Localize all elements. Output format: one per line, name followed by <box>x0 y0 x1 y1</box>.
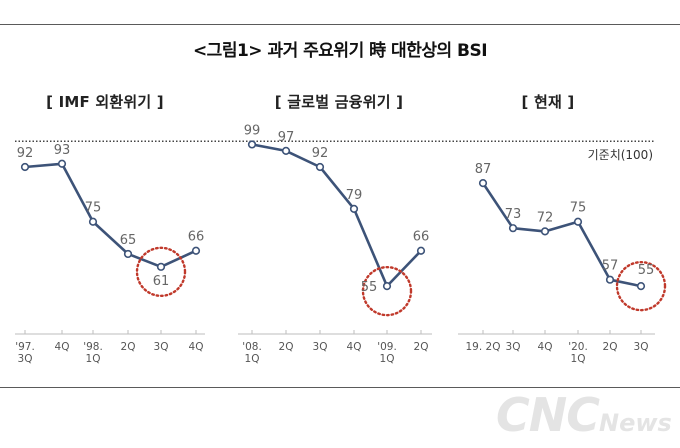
highlight-circle <box>615 260 667 312</box>
data-point <box>605 275 615 284</box>
data-point <box>57 159 67 168</box>
x-tick-label: 2Q <box>121 341 136 353</box>
x-tick-label: '98. 1Q <box>83 341 103 365</box>
highlight-circle <box>135 246 187 298</box>
x-tick-label: 2Q <box>279 341 294 353</box>
series-line <box>24 162 197 269</box>
data-point <box>123 249 133 259</box>
data-label: 87 <box>475 162 492 177</box>
figure-title: <그림1> 과거 주요위기 時 대한상의 BSI <box>192 41 488 61</box>
data-point <box>315 162 325 172</box>
x-tick-label: 19. 2Q <box>466 341 501 353</box>
data-point <box>382 282 392 291</box>
x-tick-label: '08. 1Q <box>242 341 262 365</box>
series-line <box>251 143 422 288</box>
x-tick-label: 4Q <box>55 341 70 353</box>
data-point <box>247 140 257 149</box>
data-point <box>281 146 291 155</box>
x-tick-label: 3Q <box>154 341 169 353</box>
panel-title-financial: [ 글로벌 금융위기 ] <box>274 93 404 111</box>
data-point <box>156 262 166 271</box>
x-tick-label: '09. 1Q <box>377 341 397 365</box>
data-label: 73 <box>505 207 522 222</box>
panel-title-current: [ 현재 ] <box>521 93 575 111</box>
x-tick-label: '97. 3Q <box>15 341 35 365</box>
data-point <box>20 162 30 172</box>
data-point <box>88 217 98 226</box>
data-point <box>191 246 201 255</box>
data-point <box>573 217 583 226</box>
data-label: 92 <box>312 146 329 161</box>
data-label: 65 <box>120 233 137 248</box>
data-label: 57 <box>602 259 619 274</box>
data-label: 92 <box>17 146 34 161</box>
x-tick-label: 3Q <box>634 341 649 353</box>
watermark-suffix: News <box>599 409 672 437</box>
data-label: 75 <box>570 201 587 216</box>
x-tick-label: 4Q <box>538 341 553 353</box>
series-line <box>481 182 642 288</box>
data-point <box>636 282 646 291</box>
highlight-circle <box>361 265 413 317</box>
top-border <box>0 24 680 25</box>
data-point <box>478 179 488 188</box>
data-label: 99 <box>244 123 261 138</box>
data-label: 66 <box>188 230 205 245</box>
data-label: 55 <box>361 280 378 295</box>
baseline-label: 기준치(100) <box>588 148 653 162</box>
data-label: 66 <box>413 230 430 245</box>
x-tick-label: '20. 1Q <box>568 341 588 365</box>
data-label: 55 <box>638 263 655 278</box>
data-label: 93 <box>54 143 71 158</box>
x-tick-label: 2Q <box>414 341 429 353</box>
x-tick-label: 2Q <box>603 341 618 353</box>
x-tick-label: 4Q <box>189 341 204 353</box>
panel-title-imf: [ IMF 외환위기 ] <box>46 93 164 111</box>
data-label: 79 <box>346 188 363 203</box>
x-tick-label: 4Q <box>347 341 362 353</box>
data-label: 97 <box>278 130 295 145</box>
x-tick-label: 3Q <box>313 341 328 353</box>
data-label: 72 <box>537 210 554 225</box>
bottom-border <box>0 387 680 388</box>
data-point <box>540 227 550 236</box>
watermark-brand: CNC <box>496 388 600 442</box>
data-point <box>508 224 518 233</box>
data-label: 61 <box>153 274 170 289</box>
data-point <box>349 204 359 213</box>
data-label: 75 <box>85 201 102 216</box>
watermark-logo: CNCNews <box>496 388 672 442</box>
data-point <box>416 246 426 255</box>
x-tick-label: 3Q <box>506 341 521 353</box>
